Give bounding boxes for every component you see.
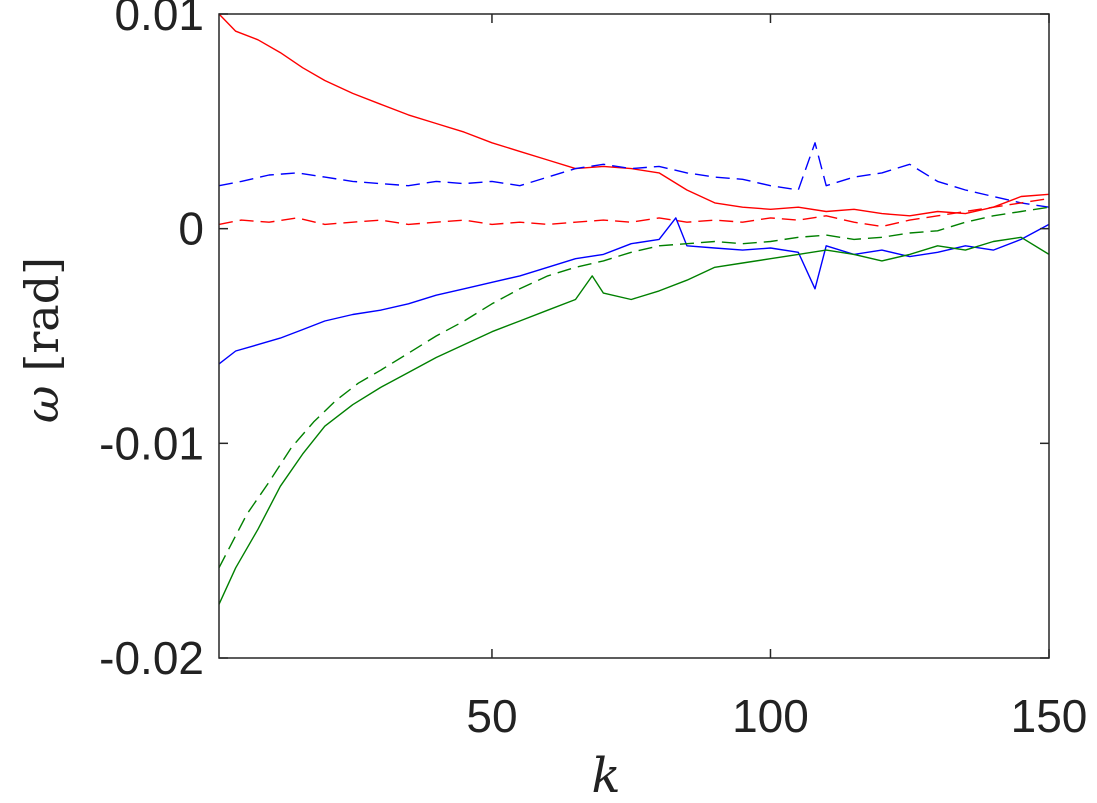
svg-text:ω[rad]: ω [rad] bbox=[15, 257, 69, 423]
series-line-3 bbox=[218, 197, 1050, 228]
plot-frame bbox=[218, 13, 1050, 659]
y-axis-label-symbol: ω bbox=[15, 386, 69, 424]
x-tick-label: 50 bbox=[466, 690, 517, 742]
y-tick-label: -0.02 bbox=[99, 632, 204, 684]
y-axis-label: ω [rad] bbox=[15, 257, 69, 423]
x-tick-label: 100 bbox=[732, 690, 809, 742]
series-line-6 bbox=[218, 236, 1050, 605]
x-tick-label: 150 bbox=[1011, 690, 1088, 742]
x-axis-label: k bbox=[591, 748, 620, 803]
y-tick-label: -0.01 bbox=[99, 417, 204, 469]
series-line-5 bbox=[218, 206, 1050, 569]
y-tick-label: 0 bbox=[178, 203, 204, 255]
series-line-4 bbox=[218, 217, 1050, 365]
y-axis-label-unit: [rad] bbox=[15, 257, 69, 372]
series-layer bbox=[218, 13, 1050, 605]
y-tick-label: 0.01 bbox=[114, 0, 204, 40]
series-line-1 bbox=[218, 13, 1050, 217]
ticks-layer: 50 100 150 -0.02 -0.01 0 0.01 bbox=[99, 0, 1087, 742]
series-line-2 bbox=[218, 142, 1050, 208]
